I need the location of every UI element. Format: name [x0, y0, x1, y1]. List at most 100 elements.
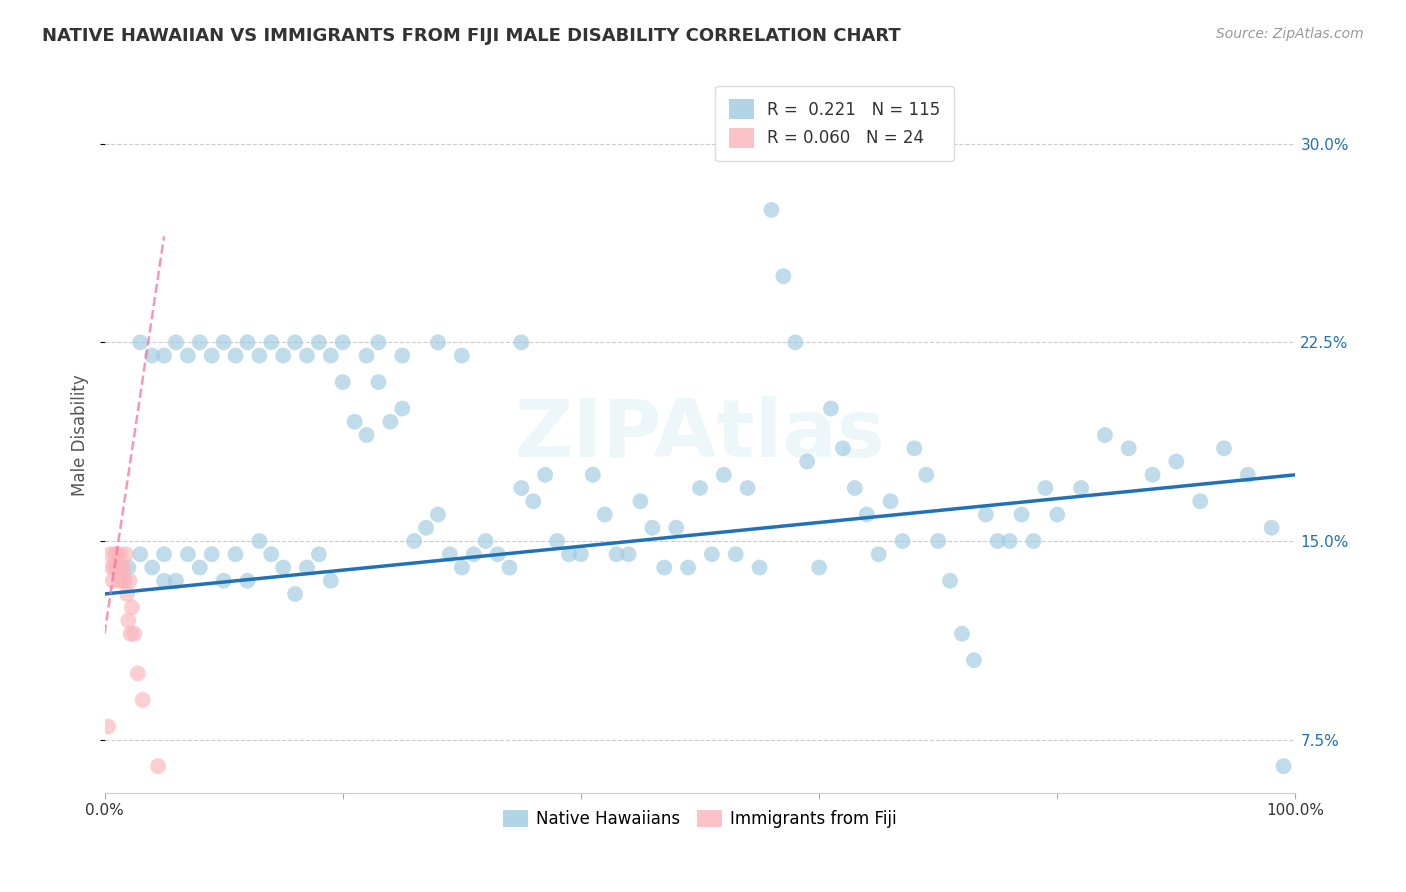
Point [271, 560, 294, 574]
Point [676, 560, 699, 574]
Point [308, 335, 330, 350]
Point [141, 349, 163, 363]
Point [284, 335, 307, 350]
Point [998, 534, 1021, 549]
Point [820, 401, 842, 416]
Point [665, 521, 688, 535]
Point [713, 467, 735, 482]
Point [1166, 454, 1188, 468]
Point [558, 547, 581, 561]
Point [855, 508, 877, 522]
Point [129, 547, 152, 561]
Y-axis label: Male Disability: Male Disability [72, 374, 89, 496]
Point [146, 759, 169, 773]
Point [236, 335, 259, 350]
Point [450, 349, 472, 363]
Point [111, 574, 134, 588]
Point [439, 547, 461, 561]
Point [127, 666, 149, 681]
Point [510, 335, 533, 350]
Point [772, 269, 794, 284]
Point [498, 560, 520, 574]
Point [641, 521, 664, 535]
Point [332, 335, 354, 350]
Point [569, 547, 592, 561]
Text: Source: ZipAtlas.com: Source: ZipAtlas.com [1216, 27, 1364, 41]
Point [225, 547, 247, 561]
Point [118, 574, 141, 588]
Point [1142, 467, 1164, 482]
Point [247, 349, 270, 363]
Point [1011, 508, 1033, 522]
Point [1035, 481, 1057, 495]
Point [115, 547, 138, 561]
Point [427, 335, 450, 350]
Point [131, 693, 153, 707]
Point [868, 547, 890, 561]
Point [117, 614, 139, 628]
Point [97, 719, 120, 733]
Point [737, 481, 759, 495]
Point [141, 560, 163, 574]
Point [891, 534, 914, 549]
Point [1260, 521, 1282, 535]
Point [201, 547, 224, 561]
Point [927, 534, 949, 549]
Point [165, 574, 187, 588]
Point [950, 626, 973, 640]
Point [1236, 467, 1258, 482]
Text: ZIPAtlas: ZIPAtlas [515, 396, 886, 474]
Point [404, 534, 426, 549]
Point [427, 508, 450, 522]
Point [105, 560, 128, 574]
Point [104, 547, 127, 561]
Point [630, 494, 652, 508]
Point [114, 574, 136, 588]
Point [260, 335, 283, 350]
Point [510, 481, 533, 495]
Point [165, 335, 187, 350]
Point [295, 560, 318, 574]
Point [748, 560, 770, 574]
Point [606, 547, 628, 561]
Point [284, 587, 307, 601]
Point [796, 454, 818, 468]
Point [1213, 442, 1236, 456]
Point [1272, 759, 1295, 773]
Point [391, 349, 413, 363]
Point [177, 349, 200, 363]
Point [1094, 428, 1116, 442]
Point [593, 508, 616, 522]
Point [1070, 481, 1092, 495]
Point [319, 574, 342, 588]
Point [225, 349, 247, 363]
Point [153, 349, 176, 363]
Point [108, 547, 131, 561]
Point [832, 442, 855, 456]
Point [879, 494, 901, 508]
Point [367, 335, 389, 350]
Point [582, 467, 605, 482]
Point [129, 335, 152, 350]
Point [808, 560, 831, 574]
Point [939, 574, 962, 588]
Point [700, 547, 723, 561]
Point [115, 587, 138, 601]
Point [112, 560, 135, 574]
Point [177, 547, 200, 561]
Point [201, 349, 224, 363]
Point [1022, 534, 1045, 549]
Point [356, 428, 378, 442]
Point [1118, 442, 1140, 456]
Point [107, 560, 129, 574]
Point [356, 349, 378, 363]
Point [124, 626, 146, 640]
Point [474, 534, 496, 549]
Point [785, 335, 807, 350]
Point [100, 560, 122, 574]
Point [724, 547, 747, 561]
Point [963, 653, 986, 667]
Point [212, 574, 235, 588]
Point [463, 547, 485, 561]
Point [652, 560, 675, 574]
